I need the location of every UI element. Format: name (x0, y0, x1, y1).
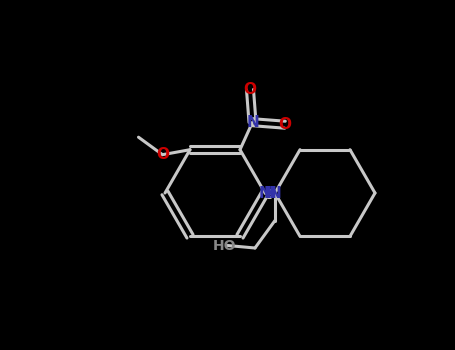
Text: N: N (263, 186, 276, 201)
Text: O: O (156, 147, 169, 162)
Text: O: O (278, 117, 292, 132)
Text: O: O (243, 82, 257, 97)
Text: N: N (246, 115, 259, 130)
Text: HO: HO (213, 238, 237, 252)
Text: N: N (258, 186, 271, 201)
Text: N: N (268, 186, 281, 201)
